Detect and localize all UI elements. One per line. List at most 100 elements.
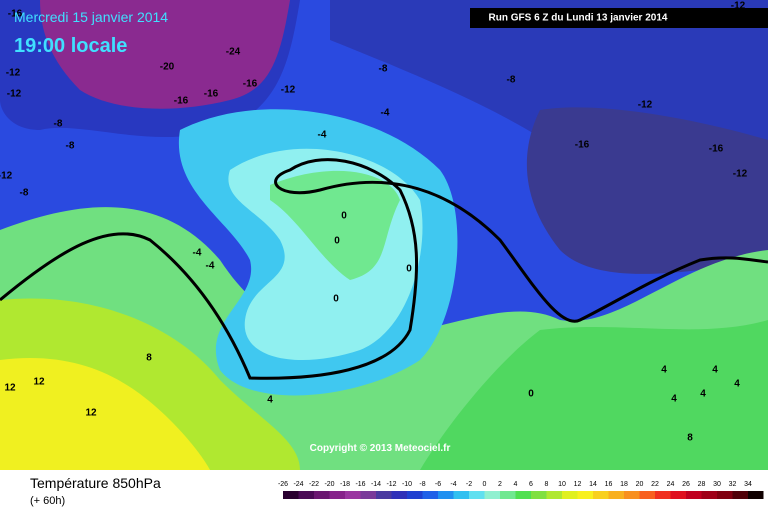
- date-text: Mercredi 15 janvier 2014: [14, 9, 168, 25]
- legend-swatch: [500, 491, 516, 499]
- contour-label: -16: [8, 9, 23, 20]
- contour-label: 4: [734, 379, 740, 390]
- contour-label: 8: [146, 353, 152, 364]
- legend-swatch: [577, 491, 593, 499]
- contour-label: -8: [20, 188, 29, 199]
- legend-swatch: [686, 491, 702, 499]
- contour-label: -12: [7, 89, 22, 100]
- contour-label: -24: [226, 47, 241, 58]
- legend-tick-label: 12: [574, 481, 582, 488]
- contour-label: -12: [281, 85, 296, 96]
- contour-label: -8: [379, 64, 388, 75]
- legend-swatch: [515, 491, 531, 499]
- contour-label: -4: [206, 261, 215, 272]
- contour-label: 4: [712, 365, 718, 376]
- contour-label: -12: [733, 169, 748, 180]
- contour-label: -8: [66, 141, 75, 152]
- legend-tick-label: 24: [667, 481, 675, 488]
- contour-label: 8: [687, 433, 693, 444]
- contour-label: -4: [193, 248, 202, 259]
- legend-swatch: [670, 491, 686, 499]
- legend-tick-label: 26: [682, 481, 690, 488]
- contour-label: -8: [507, 75, 516, 86]
- legend-tick-label: 18: [620, 481, 628, 488]
- contour-label: -16: [204, 89, 219, 100]
- contour-label: -20: [160, 62, 175, 73]
- contour-label: 12: [85, 408, 97, 419]
- legend-tick-label: -14: [371, 481, 381, 488]
- legend-tick-label: 14: [589, 481, 597, 488]
- footer-title: Température 850hPa: [30, 475, 161, 491]
- footer-lead: (+ 60h): [30, 495, 65, 507]
- legend-tick-label: 28: [698, 481, 706, 488]
- contour-label: 4: [700, 389, 706, 400]
- contour-labels: -16-12-12-20-24-16-16-16-12-8-8-12-16 -16…: [0, 1, 748, 444]
- legend-swatch: [748, 491, 764, 499]
- legend-tick-label: 30: [713, 481, 721, 488]
- legend-tick-label: -18: [340, 481, 350, 488]
- time-text: 19:00 locale: [14, 35, 127, 57]
- contour-label: 12: [33, 377, 45, 388]
- legend-tick-label: 22: [651, 481, 659, 488]
- legend-tick-label: -10: [402, 481, 412, 488]
- legend-swatch: [391, 491, 407, 499]
- legend-swatch: [593, 491, 609, 499]
- legend-tick-label: 32: [729, 481, 737, 488]
- contour-label: -16: [174, 96, 189, 107]
- legend-swatch: [407, 491, 423, 499]
- legend-swatch: [701, 491, 717, 499]
- legend-swatch: [422, 491, 438, 499]
- contour-label: 0: [334, 236, 340, 247]
- contour-label: 12: [4, 383, 16, 394]
- contour-label: -12: [0, 171, 13, 182]
- map-background: [0, 0, 768, 471]
- legend-tick-label: 34: [744, 481, 752, 488]
- contour-label: -4: [381, 108, 390, 119]
- legend-tick-label: -2: [466, 481, 472, 488]
- legend-tick-label: -24: [293, 481, 303, 488]
- contour-label: -16: [575, 140, 590, 151]
- legend-swatch: [608, 491, 624, 499]
- legend-tick-label: 6: [529, 481, 533, 488]
- legend-swatch: [283, 491, 299, 499]
- legend-swatch: [655, 491, 671, 499]
- copyright: Copyright © 2013 Meteociel.fr: [310, 443, 451, 454]
- legend-tick-label: -4: [450, 481, 456, 488]
- legend-swatch: [732, 491, 748, 499]
- legend-swatch: [546, 491, 562, 499]
- legend-swatch: [531, 491, 547, 499]
- legend-swatch: [345, 491, 361, 499]
- contour-label: -4: [318, 130, 327, 141]
- legend-swatch: [639, 491, 655, 499]
- contour-label: 4: [267, 395, 273, 406]
- legend-swatch: [314, 491, 330, 499]
- contour-label: -16: [709, 144, 724, 155]
- legend-swatch: [562, 491, 578, 499]
- legend-swatch: [360, 491, 376, 499]
- legend-swatch: [453, 491, 469, 499]
- legend-tick-label: -8: [419, 481, 425, 488]
- contour-label: -8: [54, 119, 63, 130]
- contour-label: -12: [638, 100, 653, 111]
- legend-tick-label: 16: [605, 481, 613, 488]
- contour-label: -12: [6, 68, 21, 79]
- legend-tick-label: 2: [498, 481, 502, 488]
- legend-tick-label: 20: [636, 481, 644, 488]
- legend-tick-label: 8: [545, 481, 549, 488]
- contour-label: 0: [333, 294, 339, 305]
- legend-tick-label: -22: [309, 481, 319, 488]
- legend-tick-label: -26: [278, 481, 288, 488]
- legend-tick-label: -12: [386, 481, 396, 488]
- legend-swatch: [298, 491, 314, 499]
- legend-swatch: [624, 491, 640, 499]
- contour-label: 4: [671, 394, 677, 405]
- zero-isotherm: [0, 158, 768, 380]
- run-text: Run GFS 6 Z du Lundi 13 janvier 2014: [489, 13, 668, 24]
- legend-tick-label: 0: [483, 481, 487, 488]
- contour-label: 0: [341, 211, 347, 222]
- run-box: [470, 8, 768, 28]
- legend-tick-label: -6: [435, 481, 441, 488]
- legend-swatch: [484, 491, 500, 499]
- legend-tick-label: 4: [514, 481, 518, 488]
